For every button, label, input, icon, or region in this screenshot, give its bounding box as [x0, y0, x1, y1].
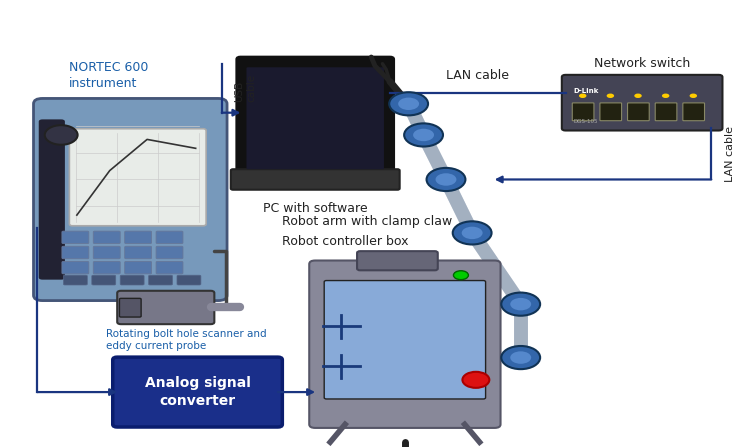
Circle shape — [634, 94, 642, 98]
Circle shape — [454, 271, 469, 280]
FancyBboxPatch shape — [357, 251, 438, 270]
Circle shape — [501, 293, 540, 316]
Circle shape — [413, 129, 434, 141]
FancyBboxPatch shape — [148, 275, 172, 285]
Circle shape — [404, 123, 443, 146]
FancyBboxPatch shape — [119, 298, 141, 317]
FancyBboxPatch shape — [324, 280, 485, 399]
FancyBboxPatch shape — [62, 246, 88, 259]
FancyBboxPatch shape — [93, 261, 120, 274]
Circle shape — [453, 221, 491, 245]
Text: DGS-105: DGS-105 — [573, 119, 598, 124]
Circle shape — [579, 94, 586, 98]
Text: Network switch: Network switch — [594, 57, 690, 70]
FancyBboxPatch shape — [92, 275, 116, 285]
FancyBboxPatch shape — [572, 103, 594, 121]
FancyBboxPatch shape — [247, 67, 384, 169]
FancyBboxPatch shape — [600, 103, 622, 121]
FancyBboxPatch shape — [39, 119, 65, 280]
Text: LAN cable: LAN cable — [446, 69, 509, 82]
Circle shape — [436, 173, 457, 186]
FancyBboxPatch shape — [124, 261, 152, 274]
FancyBboxPatch shape — [237, 57, 394, 177]
Circle shape — [501, 346, 540, 369]
FancyBboxPatch shape — [309, 260, 500, 428]
FancyBboxPatch shape — [156, 261, 183, 274]
FancyBboxPatch shape — [64, 275, 87, 285]
FancyBboxPatch shape — [93, 231, 120, 244]
FancyBboxPatch shape — [628, 103, 650, 121]
Text: PC with software: PC with software — [263, 202, 368, 215]
Circle shape — [462, 227, 482, 239]
FancyBboxPatch shape — [62, 231, 88, 244]
FancyBboxPatch shape — [62, 261, 88, 274]
Circle shape — [45, 125, 77, 145]
Text: USB
cable: USB cable — [235, 74, 256, 102]
FancyBboxPatch shape — [231, 169, 400, 190]
FancyBboxPatch shape — [117, 291, 214, 324]
Circle shape — [398, 98, 419, 110]
FancyBboxPatch shape — [70, 129, 206, 226]
Text: NORTEC 600
instrument: NORTEC 600 instrument — [69, 61, 148, 90]
Text: LAN cable: LAN cable — [725, 126, 735, 182]
FancyBboxPatch shape — [682, 103, 704, 121]
Text: Robot controller box: Robot controller box — [281, 235, 408, 248]
FancyBboxPatch shape — [124, 246, 152, 259]
Circle shape — [510, 351, 531, 364]
Circle shape — [510, 298, 531, 310]
FancyBboxPatch shape — [124, 231, 152, 244]
Circle shape — [607, 94, 614, 98]
FancyBboxPatch shape — [34, 99, 227, 301]
FancyBboxPatch shape — [93, 246, 120, 259]
FancyBboxPatch shape — [562, 75, 722, 130]
FancyBboxPatch shape — [120, 275, 144, 285]
Circle shape — [389, 92, 428, 116]
FancyBboxPatch shape — [656, 103, 677, 121]
FancyBboxPatch shape — [156, 231, 183, 244]
Text: Robot arm with clamp claw: Robot arm with clamp claw — [281, 215, 452, 228]
Circle shape — [427, 168, 466, 191]
FancyBboxPatch shape — [177, 275, 201, 285]
FancyBboxPatch shape — [156, 246, 183, 259]
Text: D-Link: D-Link — [573, 88, 598, 94]
Circle shape — [463, 372, 489, 388]
Text: Rotating bolt hole scanner and
eddy current probe: Rotating bolt hole scanner and eddy curr… — [106, 329, 267, 351]
FancyBboxPatch shape — [112, 357, 282, 427]
Text: Analog signal
converter: Analog signal converter — [145, 376, 250, 408]
Circle shape — [689, 94, 697, 98]
Circle shape — [662, 94, 670, 98]
